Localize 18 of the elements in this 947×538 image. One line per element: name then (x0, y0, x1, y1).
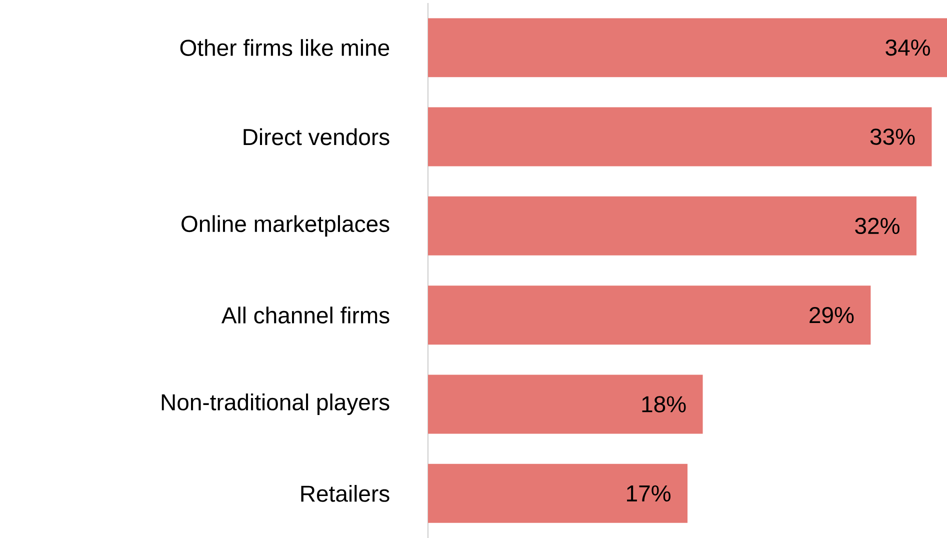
y-tick-label: Online marketplaces (182, 215, 390, 237)
bar (428, 107, 932, 166)
y-tick-label: Direct vendors (244, 128, 390, 146)
bar (428, 464, 688, 523)
data-label: 33% (870, 128, 915, 145)
y-tick-label: Retailers (301, 484, 390, 502)
data-label: 17% (627, 485, 670, 502)
bar (428, 374, 703, 434)
y-tick-label: All channel firms (221, 306, 390, 324)
data-label: 18% (642, 396, 686, 412)
bar (428, 286, 871, 345)
data-label: 32% (855, 218, 900, 234)
bar (428, 18, 947, 78)
y-tick-label: Other firms like mine (180, 39, 390, 56)
y-tick-label: Non-traditional players (162, 394, 390, 415)
data-label: 29% (810, 306, 854, 324)
data-label: 34% (886, 39, 930, 56)
bar (428, 196, 916, 256)
